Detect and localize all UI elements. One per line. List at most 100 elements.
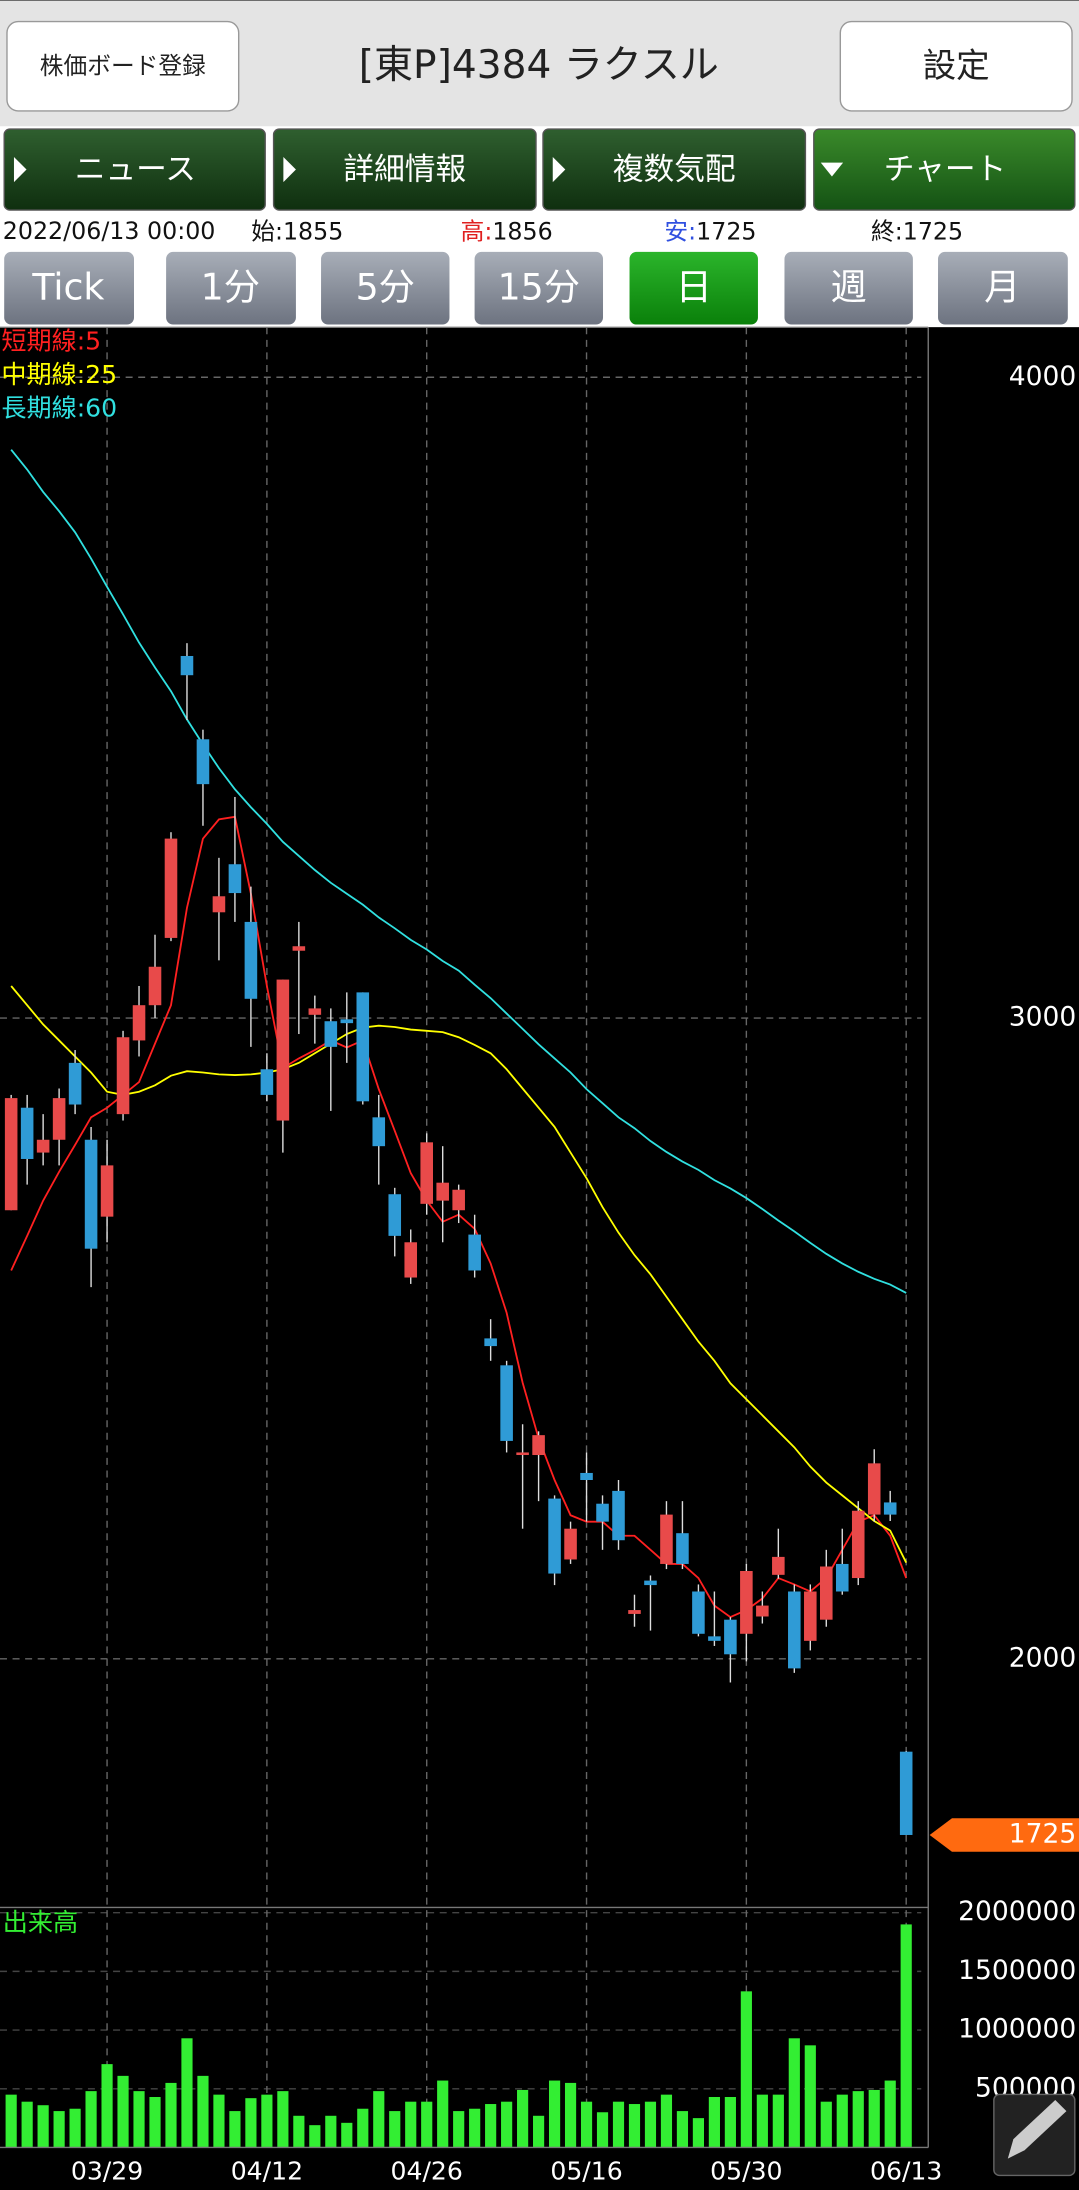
volume-bar [533, 2115, 545, 2148]
candle-body [36, 1139, 50, 1153]
volume-bar [501, 2101, 513, 2148]
candle-body [612, 1490, 625, 1541]
candle-body [804, 1591, 817, 1641]
timeframe-button[interactable] [321, 251, 450, 325]
candle-body [20, 1107, 34, 1159]
volume-bar [309, 2125, 321, 2148]
x-tick-label: 05/16 [550, 2157, 622, 2186]
x-tick-label: 04/26 [391, 2157, 463, 2186]
volume-tick-label: 1000000 [958, 2014, 1076, 2045]
info-label: 始: [251, 217, 283, 245]
candle-body [356, 992, 370, 1102]
candle-body [628, 1610, 641, 1614]
timeframe-label: 週 [831, 266, 867, 309]
volume-bar [756, 2094, 768, 2148]
candle-body [468, 1234, 481, 1271]
timeframe-button[interactable] [938, 251, 1068, 325]
timeframe-button[interactable] [166, 251, 296, 325]
candle-body [388, 1194, 402, 1236]
info-value: 1856 [492, 217, 552, 245]
x-tick-label: 03/29 [71, 2157, 143, 2186]
volume-bar [548, 2080, 561, 2148]
volume-bar [421, 2101, 433, 2148]
candle-body [116, 1037, 130, 1115]
candle-body [340, 1019, 354, 1024]
volume-bar [101, 2064, 113, 2148]
volume-tick-label: 1500000 [958, 1955, 1076, 1986]
volume-bar [676, 2111, 689, 2148]
candle-body [68, 1062, 82, 1105]
volume-bar [229, 2111, 241, 2148]
tab-label: 複数気配 [613, 152, 736, 187]
timeframe-button[interactable] [784, 251, 913, 325]
volume-bar [133, 2091, 145, 2148]
volume-bar [660, 2094, 673, 2148]
edit-icon[interactable] [993, 2093, 1076, 2177]
candle-body [835, 1563, 849, 1592]
candle-body [212, 896, 226, 913]
timeframe-button[interactable] [474, 251, 604, 325]
legend-entry: 長期線:60 [1, 394, 117, 423]
x-tick-label: 06/13 [870, 2157, 942, 2186]
register-button-label: 株価ボード登録 [40, 52, 206, 80]
volume-bar [788, 2038, 800, 2148]
tab-active[interactable] [813, 128, 1076, 211]
volume-bar [389, 2111, 401, 2148]
volume-bar [596, 2112, 609, 2148]
candle-body [580, 1472, 593, 1481]
volume-bar [341, 2122, 353, 2148]
tab[interactable] [3, 128, 266, 211]
volume-bar [53, 2111, 65, 2148]
candle-body [276, 979, 290, 1121]
timeframe-button[interactable] [4, 251, 135, 325]
timeframe-label: Tick [31, 266, 104, 309]
volume-bar [836, 2094, 848, 2148]
candle-body [708, 1636, 721, 1641]
y-tick-label: 4000 [1009, 361, 1076, 392]
candle-body [819, 1566, 833, 1620]
volume-bar [772, 2094, 784, 2148]
candle-body [292, 946, 306, 951]
last-price-label: 1725 [1009, 1818, 1076, 1849]
candle-body [899, 1751, 913, 1835]
ma-line [10, 985, 908, 1564]
tab[interactable] [272, 128, 537, 211]
candle-body [52, 1098, 66, 1140]
candle-body [596, 1503, 609, 1522]
candle-body [532, 1435, 545, 1456]
volume-bar [213, 2094, 225, 2148]
y-tick-label: 2000 [1009, 1642, 1076, 1673]
settings-button[interactable] [839, 20, 1073, 112]
volume-bar [21, 2101, 33, 2148]
candle-body [324, 1021, 338, 1047]
candle-body [867, 1463, 881, 1515]
info-value: 1725 [696, 217, 756, 245]
volume-bar [900, 1924, 912, 2148]
volume-bar [868, 2089, 880, 2148]
candle-body [851, 1510, 865, 1579]
candle-body [644, 1580, 657, 1586]
y-tick-label: 3000 [1009, 1002, 1076, 1033]
candle-body [164, 838, 178, 938]
timeframe-button-active[interactable] [629, 251, 758, 325]
candle-body [660, 1514, 673, 1564]
candle-body [244, 921, 258, 999]
info-label: 安: [664, 217, 696, 245]
candle-body [500, 1365, 513, 1441]
volume-bar [724, 2096, 736, 2148]
register-button[interactable] [6, 20, 240, 112]
volume-bar [612, 2101, 625, 2148]
info-label: 終: [871, 217, 903, 245]
volume-tick-label: 2000000 [958, 1896, 1076, 1927]
volume-bar [325, 2115, 337, 2148]
volume-bar [820, 2101, 832, 2148]
volume-bar [453, 2111, 465, 2148]
volume-label: 出来高 [3, 1908, 78, 1937]
x-tick-label: 04/12 [231, 2157, 303, 2186]
candle-body [772, 1556, 785, 1575]
candle-body [260, 1069, 274, 1095]
candle-body [452, 1189, 465, 1211]
tab[interactable] [542, 128, 807, 211]
volume-bar [852, 2091, 864, 2148]
timeframe-label: 日 [676, 266, 712, 309]
